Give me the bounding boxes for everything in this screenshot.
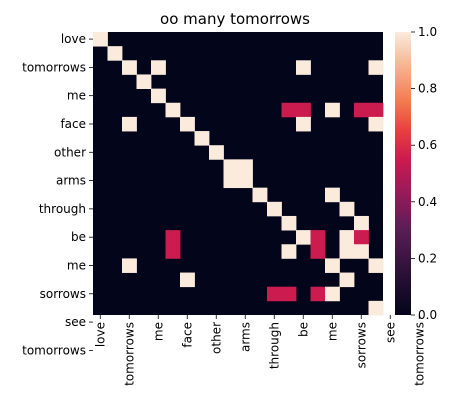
- heatmap-cell: [339, 201, 355, 217]
- y-tick-label: arms: [56, 174, 86, 188]
- y-tick-label: be: [71, 230, 86, 244]
- heatmap-cell: [310, 244, 326, 259]
- heatmap-cell: [368, 258, 384, 273]
- heatmap-cell: [194, 131, 210, 146]
- colorbar-ticks: 0.0 0.2 0.4 0.6 0.8 1.0: [411, 25, 437, 322]
- y-tick-label: tomorrows: [22, 60, 86, 74]
- heatmap-cells: [93, 32, 384, 316]
- x-tick-label: tomorrows: [412, 322, 426, 386]
- heatmap-cell: [325, 286, 340, 302]
- heatmap-cell: [296, 230, 311, 245]
- heatmap-cell: [151, 88, 166, 104]
- heatmap-cell: [238, 173, 253, 189]
- heatmap-cell: [310, 286, 326, 302]
- heatmap-cell: [325, 102, 340, 118]
- heatmap-cell: [339, 230, 355, 245]
- heatmap-cell: [354, 102, 369, 118]
- heatmap-cell: [296, 60, 311, 75]
- y-tick-label: through: [39, 202, 86, 216]
- heatmap-cell: [368, 60, 384, 75]
- heatmap-cell: [165, 230, 181, 245]
- y-axis: love tomorrows me face other arms through be me s…: [22, 32, 93, 357]
- heatmap-cell: [368, 300, 384, 316]
- heatmap-cell: [296, 116, 311, 132]
- x-tick-label: see: [383, 322, 397, 343]
- heatmap-cell: [122, 258, 137, 273]
- heatmap-cell: [368, 102, 384, 118]
- y-tick-label: sorrows: [40, 287, 86, 301]
- heatmap-cell: [339, 244, 355, 259]
- heatmap-cell: [281, 244, 297, 259]
- y-tick-label: me: [67, 258, 86, 272]
- x-tick-label: arms: [238, 322, 252, 352]
- x-tick-label: love: [93, 322, 107, 347]
- x-tick-label: me: [151, 322, 165, 341]
- heatmap-cell: [368, 116, 384, 132]
- heatmap-cell: [267, 201, 282, 217]
- heatmap-cell: [325, 187, 340, 203]
- colorbar-tick-label: 0.4: [418, 195, 437, 209]
- x-tick-label: be: [296, 322, 310, 337]
- heatmap-cell: [238, 159, 253, 174]
- y-tick-label: love: [61, 32, 86, 46]
- y-tick-label: tomorrows: [22, 343, 86, 357]
- heatmap-cell: [296, 102, 311, 118]
- heatmap-cell: [354, 230, 369, 245]
- heatmap-cell: [325, 258, 340, 273]
- heatmap-cell: [267, 286, 282, 302]
- x-tick-label: face: [180, 322, 194, 348]
- heatmap-cell: [122, 116, 137, 132]
- heatmap-cell: [252, 187, 268, 203]
- heatmap-cell: [354, 244, 369, 259]
- heatmap-cell: [122, 60, 137, 75]
- y-tick-label: see: [65, 315, 86, 329]
- heatmap-cell: [165, 244, 181, 259]
- x-tick-label: through: [267, 322, 281, 369]
- chart-title: oo many tomorrows: [160, 10, 310, 28]
- heatmap-cell: [223, 173, 239, 189]
- x-tick-label: me: [325, 322, 339, 341]
- heatmap-cell: [107, 46, 123, 61]
- heatmap-cell: [180, 116, 195, 132]
- heatmap-cell: [339, 272, 355, 288]
- x-tick-label: other: [209, 322, 223, 354]
- y-tick-label: other: [54, 145, 86, 159]
- heatmap-cell: [354, 215, 369, 231]
- heatmap-cell: [151, 60, 166, 75]
- heatmap-cell: [136, 74, 152, 89]
- heatmap-cell: [310, 230, 326, 245]
- x-axis: love tomorrows me face other arms through be me s…: [93, 315, 426, 386]
- x-tick-label: sorrows: [354, 322, 368, 368]
- heatmap-cell: [281, 102, 297, 118]
- x-tick-label: tomorrows: [122, 322, 136, 386]
- heatmap-cell: [281, 215, 297, 231]
- colorbar-tick-label: 0.0: [418, 308, 437, 322]
- colorbar-gradient: [395, 32, 411, 315]
- heatmap-cell: [281, 286, 297, 302]
- colorbar-tick-label: 0.6: [418, 138, 437, 152]
- y-tick-label: me: [67, 89, 86, 103]
- heatmap-cell: [180, 272, 195, 288]
- colorbar: [395, 32, 411, 315]
- y-tick-label: face: [60, 117, 86, 131]
- heatmap-cell: [93, 32, 108, 47]
- heatmap-cell: [223, 159, 239, 174]
- colorbar-tick-label: 0.2: [418, 251, 437, 265]
- heatmap-cell: [165, 102, 181, 118]
- heatmap-cell: [209, 145, 224, 160]
- colorbar-tick-label: 0.8: [418, 82, 437, 96]
- colorbar-tick-label: 1.0: [418, 25, 437, 39]
